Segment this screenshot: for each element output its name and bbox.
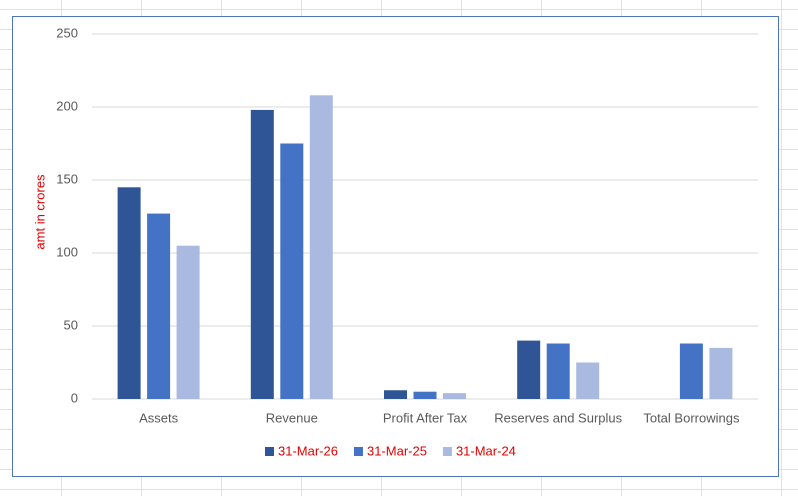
bar [250, 109, 274, 400]
y-tick-label: 200 [56, 98, 78, 113]
bar [679, 343, 703, 399]
x-tick-label: Revenue [266, 410, 318, 425]
legend-swatch [353, 447, 363, 456]
bar [709, 347, 733, 399]
legend-swatch [442, 447, 452, 456]
x-tick-label: Reserves and Surplus [494, 410, 622, 425]
bar [517, 340, 541, 399]
x-tick-label: Profit After Tax [383, 410, 468, 425]
y-tick-label: 0 [71, 390, 78, 405]
legend-label: 31-Mar-25 [367, 443, 427, 458]
y-axis-label: amt in crores [32, 174, 47, 250]
legend-swatch [265, 447, 274, 456]
bar [280, 143, 304, 399]
bar [147, 213, 171, 399]
bar [413, 391, 437, 399]
bar [176, 245, 200, 399]
bar [384, 390, 407, 399]
bar [546, 343, 570, 399]
bar [576, 362, 600, 399]
y-tick-label: 250 [56, 25, 78, 40]
x-tick-label: Total Borrowings [643, 410, 740, 425]
x-tick-label: Assets [139, 410, 179, 425]
legend-label: 31-Mar-26 [278, 443, 338, 458]
bar [117, 187, 141, 399]
y-tick-label: 100 [56, 244, 78, 259]
legend-label: 31-Mar-24 [456, 443, 516, 458]
y-tick-label: 150 [56, 171, 78, 186]
bar [443, 393, 466, 399]
bar [309, 95, 333, 399]
y-tick-label: 50 [64, 317, 78, 332]
